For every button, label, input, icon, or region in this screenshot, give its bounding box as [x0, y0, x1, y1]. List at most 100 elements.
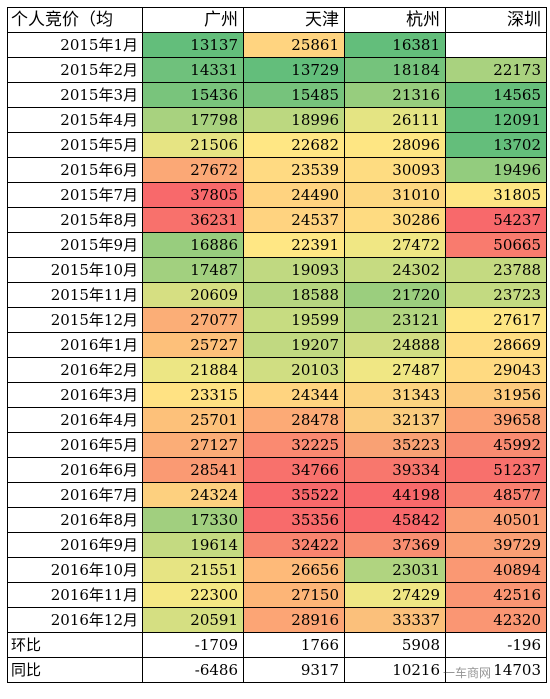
table-row: 2016年11月 22300 27150 27429 42516 — [7, 582, 547, 608]
value-cell — [445, 32, 547, 58]
value-cell: 27617 — [445, 307, 547, 333]
table-row: 2016年1月 25727 19207 24888 28669 — [7, 332, 547, 358]
value-cell: 23121 — [344, 307, 446, 333]
value-cell: 31010 — [344, 182, 446, 208]
value-cell: 22682 — [243, 132, 345, 158]
watermark: 一车商网 — [443, 666, 492, 680]
value-cell: 39729 — [445, 532, 547, 558]
table-row: 2015年9月 16886 22391 27472 50665 — [7, 232, 547, 258]
summary-value-cell: 10216 — [344, 657, 446, 683]
row-label: 2015年9月 — [7, 232, 143, 258]
row-label: 2016年8月 — [7, 507, 143, 533]
value-cell: 13702 — [445, 132, 547, 158]
value-cell: 28541 — [142, 457, 244, 483]
table-row: 2015年10月 17487 19093 24302 23788 — [7, 257, 547, 283]
value-cell: 21551 — [142, 557, 244, 583]
value-cell: 20591 — [142, 607, 244, 633]
row-label: 2015年3月 — [7, 82, 143, 108]
value-cell: 23315 — [142, 382, 244, 408]
table-row: 2016年6月 28541 34766 39334 51237 — [7, 457, 547, 483]
value-cell: 32422 — [243, 532, 345, 558]
value-cell: 20609 — [142, 282, 244, 308]
value-cell: 24490 — [243, 182, 345, 208]
header-cell-shenzhen: 深圳 — [445, 7, 547, 33]
value-cell: 15436 — [142, 82, 244, 108]
summary-label: 环比 — [7, 632, 143, 658]
table-row: 2015年2月 14331 13729 18184 22173 — [7, 57, 547, 83]
row-label: 2016年7月 — [7, 482, 143, 508]
value-cell: 32137 — [344, 407, 446, 433]
value-cell: 15485 — [243, 82, 345, 108]
value-cell: 23723 — [445, 282, 547, 308]
value-cell: 28916 — [243, 607, 345, 633]
value-cell: 19599 — [243, 307, 345, 333]
header-cell-hangzhou: 杭州 — [344, 7, 446, 33]
summary-value-cell: -6486 — [142, 657, 244, 683]
value-cell: 28478 — [243, 407, 345, 433]
value-cell: 19496 — [445, 157, 547, 183]
value-cell: 14565 — [445, 82, 547, 108]
table-row: 2016年9月 19614 32422 37369 39729 — [7, 532, 547, 558]
table-row: 2016年8月 17330 35356 45842 40501 — [7, 507, 547, 533]
row-label: 2016年10月 — [7, 557, 143, 583]
row-label: 2016年1月 — [7, 332, 143, 358]
table-row: 2015年7月 37805 24490 31010 31805 — [7, 182, 547, 208]
value-cell: 27472 — [344, 232, 446, 258]
summary-value-cell: 14703 — [445, 657, 547, 683]
table-row: 2015年6月 27672 23539 30093 19496 — [7, 157, 547, 183]
value-cell: 24888 — [344, 332, 446, 358]
value-cell: 34766 — [243, 457, 345, 483]
value-cell: 48577 — [445, 482, 547, 508]
value-cell: 27487 — [344, 357, 446, 383]
value-cell: 13137 — [142, 32, 244, 58]
table-row: 2015年12月 27077 19599 23121 27617 — [7, 307, 547, 333]
value-cell: 54237 — [445, 207, 547, 233]
summary-value-cell: 5908 — [344, 632, 446, 658]
value-cell: 26656 — [243, 557, 345, 583]
row-label: 2015年5月 — [7, 132, 143, 158]
summary-value-cell: -1709 — [142, 632, 244, 658]
value-cell: 28096 — [344, 132, 446, 158]
table-row: 2016年4月 25701 28478 32137 39658 — [7, 407, 547, 433]
row-label: 2015年1月 — [7, 32, 143, 58]
value-cell: 21720 — [344, 282, 446, 308]
value-cell: 19207 — [243, 332, 345, 358]
value-cell: 23788 — [445, 257, 547, 283]
summary-value-cell: 9317 — [243, 657, 345, 683]
value-cell: 33337 — [344, 607, 446, 633]
value-cell: 17330 — [142, 507, 244, 533]
table-row: 2015年5月 21506 22682 28096 13702 — [7, 132, 547, 158]
row-label: 2016年5月 — [7, 432, 143, 458]
value-cell: 28669 — [445, 332, 547, 358]
value-cell: 24537 — [243, 207, 345, 233]
header-cell-tianjin: 天津 — [243, 7, 345, 33]
value-cell: 25861 — [243, 32, 345, 58]
row-label: 2015年8月 — [7, 207, 143, 233]
value-cell: 17798 — [142, 107, 244, 133]
header-row: 个人竞价（均 广州 天津 杭州 深圳 — [7, 7, 547, 33]
value-cell: 37369 — [344, 532, 446, 558]
summary-value-cell: -196 — [445, 632, 547, 658]
value-cell: 18996 — [243, 107, 345, 133]
row-label: 2015年10月 — [7, 257, 143, 283]
table-row: 2016年2月 21884 20103 27487 29043 — [7, 357, 547, 383]
price-table-body: 个人竞价（均 广州 天津 杭州 深圳 2015年1月 13137 25861 1638… — [7, 7, 547, 683]
value-cell: 18588 — [243, 282, 345, 308]
value-cell: 50665 — [445, 232, 547, 258]
value-cell: 44198 — [344, 482, 446, 508]
table-row: 2015年4月 17798 18996 26111 12091 — [7, 107, 547, 133]
value-cell: 25727 — [142, 332, 244, 358]
value-cell: 30093 — [344, 157, 446, 183]
value-cell: 26111 — [344, 107, 446, 133]
row-label: 2016年9月 — [7, 532, 143, 558]
table-row: 2016年5月 27127 32225 35223 45992 — [7, 432, 547, 458]
value-cell: 27127 — [142, 432, 244, 458]
value-cell: 24324 — [142, 482, 244, 508]
value-cell: 22300 — [142, 582, 244, 608]
value-cell: 22173 — [445, 57, 547, 83]
value-cell: 25701 — [142, 407, 244, 433]
value-cell: 13729 — [243, 57, 345, 83]
table-row: 2015年8月 36231 24537 30286 54237 — [7, 207, 547, 233]
row-label: 2016年11月 — [7, 582, 143, 608]
value-cell: 23031 — [344, 557, 446, 583]
